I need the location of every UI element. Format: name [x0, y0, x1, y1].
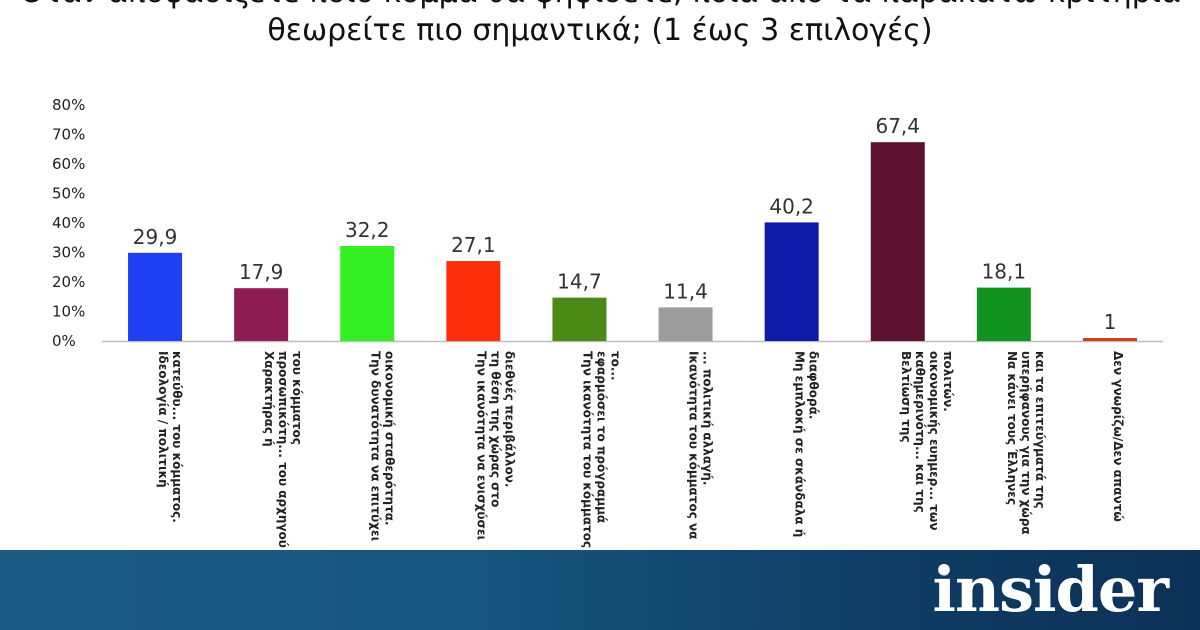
- bar: [658, 307, 713, 341]
- data-label: 18,1: [982, 260, 1027, 284]
- y-tick-label: 70%: [52, 126, 85, 144]
- x-tick-label: Ιδεολογία / πολιτικήκατεύθυ... του κόμμα…: [156, 351, 184, 523]
- data-label: 67,4: [875, 114, 920, 138]
- value-labels-group: 29,9 17,9 32,2 27,1 14,7 11,4 40,2 67,4 18,1 1: [133, 114, 1117, 334]
- bar-chart: 0%10%20%30%40%50%60%70%80% 29,917,932,22…: [52, 96, 1163, 548]
- x-axis-labels: Ιδεολογία / πολιτικήκατεύθυ... του κόμμα…: [156, 351, 1125, 548]
- data-label: 17,9: [239, 260, 284, 284]
- footer-banner: insider: [0, 550, 1200, 630]
- bar: [340, 246, 395, 341]
- bar: [552, 297, 607, 341]
- chart-title-line-1: Όταν αποφασίζετε ποιο κόμμα θα ψηφίσετε,…: [0, 0, 1200, 12]
- data-label: 14,7: [557, 270, 602, 294]
- x-tick-label: Μη εμπλοκή σε σκάνδαλα ήδιαφθορά.: [793, 351, 821, 537]
- bar: [1082, 338, 1137, 341]
- y-tick-label: 10%: [52, 303, 85, 321]
- bars-group: [128, 142, 1137, 341]
- data-label: 32,2: [345, 218, 390, 242]
- x-tick-label: Να κάνει τους Έλληνεςυπερήφανους για την…: [1005, 351, 1047, 535]
- x-tick-label: Βελτίωση τηςκαθημερινότη... και τηςοικον…: [899, 351, 955, 531]
- bar: [446, 261, 501, 341]
- x-tick-label: Την ικανότητα του κόμματοςεφαρμόσει το π…: [580, 351, 622, 548]
- bar: [870, 142, 925, 341]
- data-label: 11,4: [663, 279, 708, 303]
- y-axis: 0% 10% 20% 30% 40% 50% 60% 70% 80%: [52, 96, 1163, 350]
- data-label: 1: [1104, 310, 1117, 334]
- bar: [764, 222, 819, 341]
- x-tick-label: Χαρακτήρας ήπροσωπικότη... του αρχηγούτο…: [262, 351, 304, 548]
- bar: [128, 252, 183, 341]
- y-tick-label: 60%: [52, 155, 85, 173]
- x-tick-label: Ικανότητα του κόμματος να... πολιτική αλ…: [687, 351, 715, 539]
- data-label: 40,2: [769, 194, 814, 218]
- data-label: 29,9: [133, 225, 178, 249]
- y-tick-label: 20%: [52, 273, 85, 291]
- y-tick-label: 0%: [52, 332, 76, 350]
- y-tick-label: 80%: [52, 96, 85, 114]
- y-tick-label: 40%: [52, 214, 85, 232]
- x-tick-label: Δεν γνωρίζω/Δεν απαντώ: [1111, 351, 1125, 522]
- y-tick-label: 50%: [52, 185, 85, 203]
- y-tick-label: 30%: [52, 244, 85, 262]
- bar: [234, 288, 289, 341]
- insider-logo: insider: [932, 553, 1169, 626]
- x-tick-label: Την ικανότητα να ενισχύσειτη θέση της χώ…: [474, 351, 516, 541]
- x-tick-label: Την δυνατότητα να επιτύχειοικονομική στα…: [368, 351, 396, 542]
- chart-title-line-2: θεωρείτε πιο σημαντικά; (1 έως 3 επιλογέ…: [267, 13, 933, 48]
- bar: [976, 287, 1031, 341]
- data-label: 27,1: [451, 233, 496, 257]
- chart-title: Όταν αποφασίζετε ποιο κόμμα θα ψηφίσετε,…: [0, 0, 1200, 50]
